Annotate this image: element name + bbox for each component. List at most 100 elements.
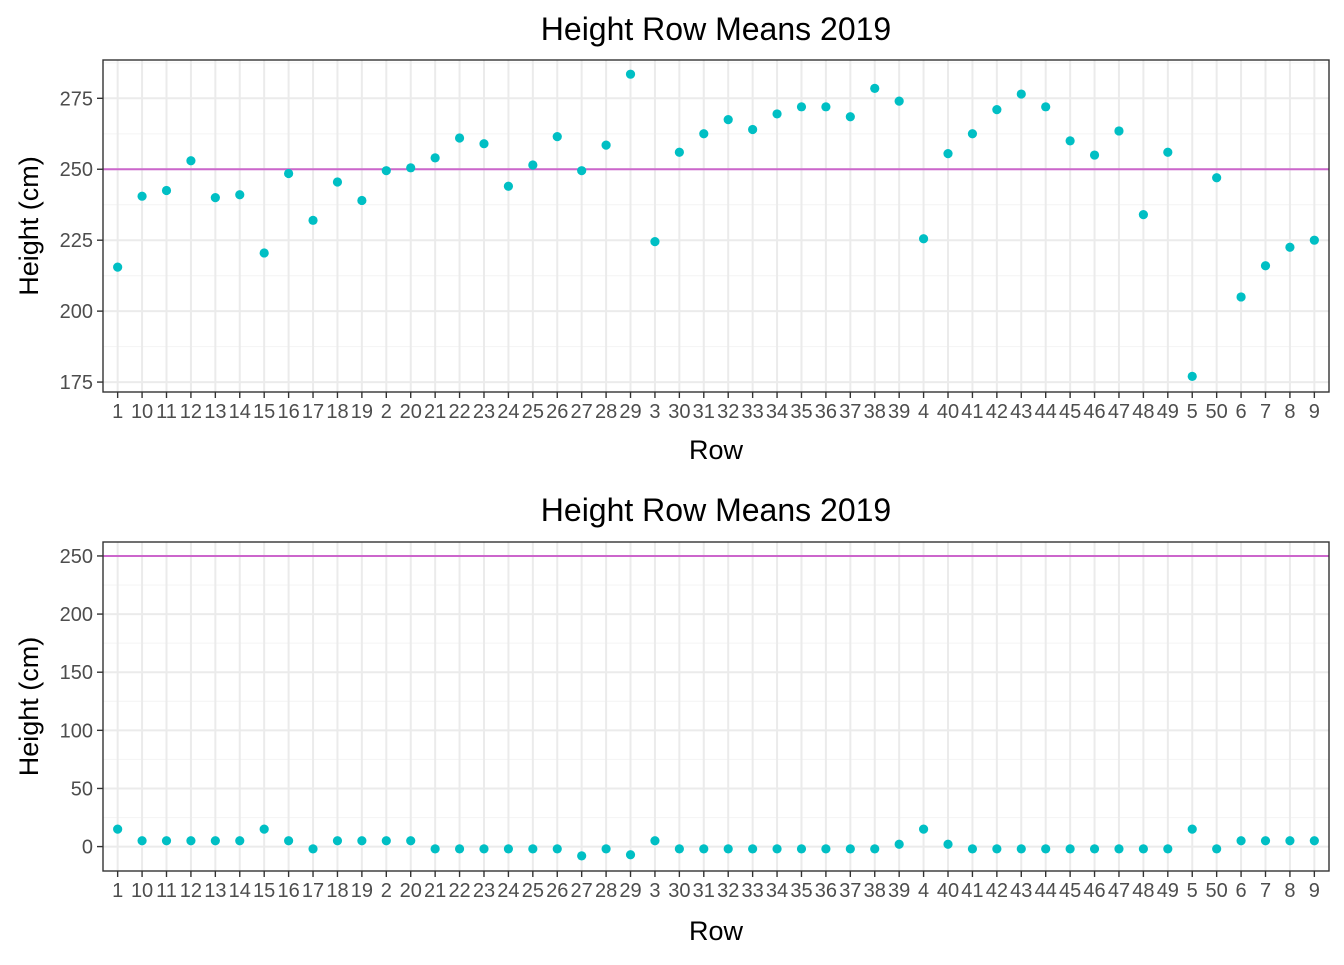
x-tick-label: 13: [204, 880, 226, 902]
gridlines: [103, 60, 1329, 392]
x-tick-label: 36: [815, 880, 837, 902]
x-tick-label: 26: [546, 401, 568, 423]
data-point-37: [845, 112, 855, 122]
x-tick-label: 29: [619, 401, 641, 423]
x-tick-label: 3: [649, 401, 660, 423]
y-tick-label: 200: [60, 301, 93, 323]
x-tick-label: 1: [112, 880, 123, 902]
data-point-27: [577, 851, 587, 861]
data-point-16: [284, 836, 294, 846]
data-point-30: [674, 147, 684, 157]
data-point-3: [650, 237, 660, 247]
x-tick-label: 29: [619, 880, 641, 902]
data-point-7: [1260, 836, 1271, 846]
data-point-15: [259, 824, 269, 834]
x-tick-label: 25: [522, 880, 544, 902]
data-point-50: [1212, 173, 1222, 183]
data-point-31: [699, 844, 709, 854]
data-point-1: [113, 824, 123, 834]
x-tick-label: 9: [1309, 880, 1320, 902]
x-tick-label: 23: [473, 880, 495, 902]
data-point-11: [161, 836, 172, 846]
data-point-9: [1309, 235, 1319, 245]
x-tick-label: 30: [668, 401, 690, 423]
data-point-25: [528, 844, 538, 854]
data-point-39: [894, 96, 904, 106]
x-tick-label: 42: [986, 401, 1008, 423]
chart-title: Height Row Means 2019: [541, 11, 891, 47]
data-point-33: [748, 844, 758, 854]
data-point-43: [1016, 89, 1026, 99]
data-point-11: [161, 185, 172, 196]
data-point-4: [918, 234, 929, 244]
data-point-22: [454, 844, 465, 854]
data-point-6: [1236, 836, 1246, 846]
data-point-25: [528, 160, 538, 170]
x-tick-label: 15: [253, 401, 275, 423]
data-point-10: [137, 191, 147, 201]
x-tick-label: 47: [1108, 401, 1130, 423]
x-tick-label: 43: [1010, 880, 1032, 902]
data-point-43: [1016, 844, 1026, 854]
data-point-5: [1187, 824, 1197, 834]
data-point-41: [967, 129, 978, 139]
x-tick-label: 34: [766, 401, 788, 423]
data-point-29: [625, 69, 636, 79]
data-point-23: [479, 844, 489, 854]
x-tick-label: 1: [112, 401, 123, 423]
x-tick-label: 6: [1236, 401, 1247, 423]
x-tick-label: 32: [717, 880, 739, 902]
data-points: [113, 69, 1319, 381]
data-point-4: [918, 824, 929, 834]
data-point-8: [1285, 242, 1295, 252]
data-point-14: [235, 836, 245, 846]
x-tick-label: 35: [790, 880, 812, 902]
data-point-29: [625, 850, 636, 860]
data-point-13: [210, 836, 220, 846]
x-tick-label: 40: [937, 880, 959, 902]
chart-title: Height Row Means 2019: [541, 492, 891, 528]
x-tick-label: 13: [204, 401, 226, 423]
x-tick-label: 42: [986, 880, 1008, 902]
x-tick-label: 48: [1132, 401, 1154, 423]
data-point-23: [479, 139, 489, 149]
x-axis-title: Row: [689, 916, 744, 946]
data-point-12: [186, 156, 196, 166]
plot-area: [103, 542, 1329, 871]
data-point-13: [210, 193, 220, 203]
x-tick-label: 4: [918, 401, 929, 423]
x-tick-label: 17: [302, 401, 324, 423]
x-tick-label: 8: [1284, 401, 1295, 423]
data-point-28: [601, 140, 611, 150]
x-tick-label: 16: [277, 401, 299, 423]
data-point-15: [259, 248, 269, 258]
x-tick-label: 22: [448, 401, 470, 423]
data-point-17: [308, 215, 318, 225]
data-point-34: [772, 844, 782, 854]
x-tick-label: 8: [1284, 880, 1295, 902]
data-point-31: [699, 129, 709, 139]
data-point-36: [821, 102, 831, 112]
data-point-30: [674, 844, 684, 854]
data-point-22: [454, 133, 465, 143]
data-point-41: [967, 844, 978, 854]
data-point-32: [723, 844, 733, 854]
x-tick-label: 6: [1236, 880, 1247, 902]
x-tick-label: 43: [1010, 401, 1032, 423]
x-tick-label: 24: [497, 401, 519, 423]
x-tick-label: 48: [1132, 880, 1154, 902]
x-tick-label: 10: [131, 401, 153, 423]
y-tick-label: 200: [60, 604, 93, 626]
x-tick-label: 26: [546, 880, 568, 902]
x-tick-label: 14: [229, 401, 251, 423]
data-point-50: [1212, 844, 1222, 854]
x-tick-label: 11: [156, 880, 177, 902]
x-tick-label: 14: [229, 880, 251, 902]
x-tick-label: 47: [1108, 880, 1130, 902]
data-point-19: [357, 836, 367, 846]
data-point-21: [430, 153, 440, 163]
data-point-19: [357, 195, 367, 206]
x-tick-label: 2: [381, 401, 392, 423]
